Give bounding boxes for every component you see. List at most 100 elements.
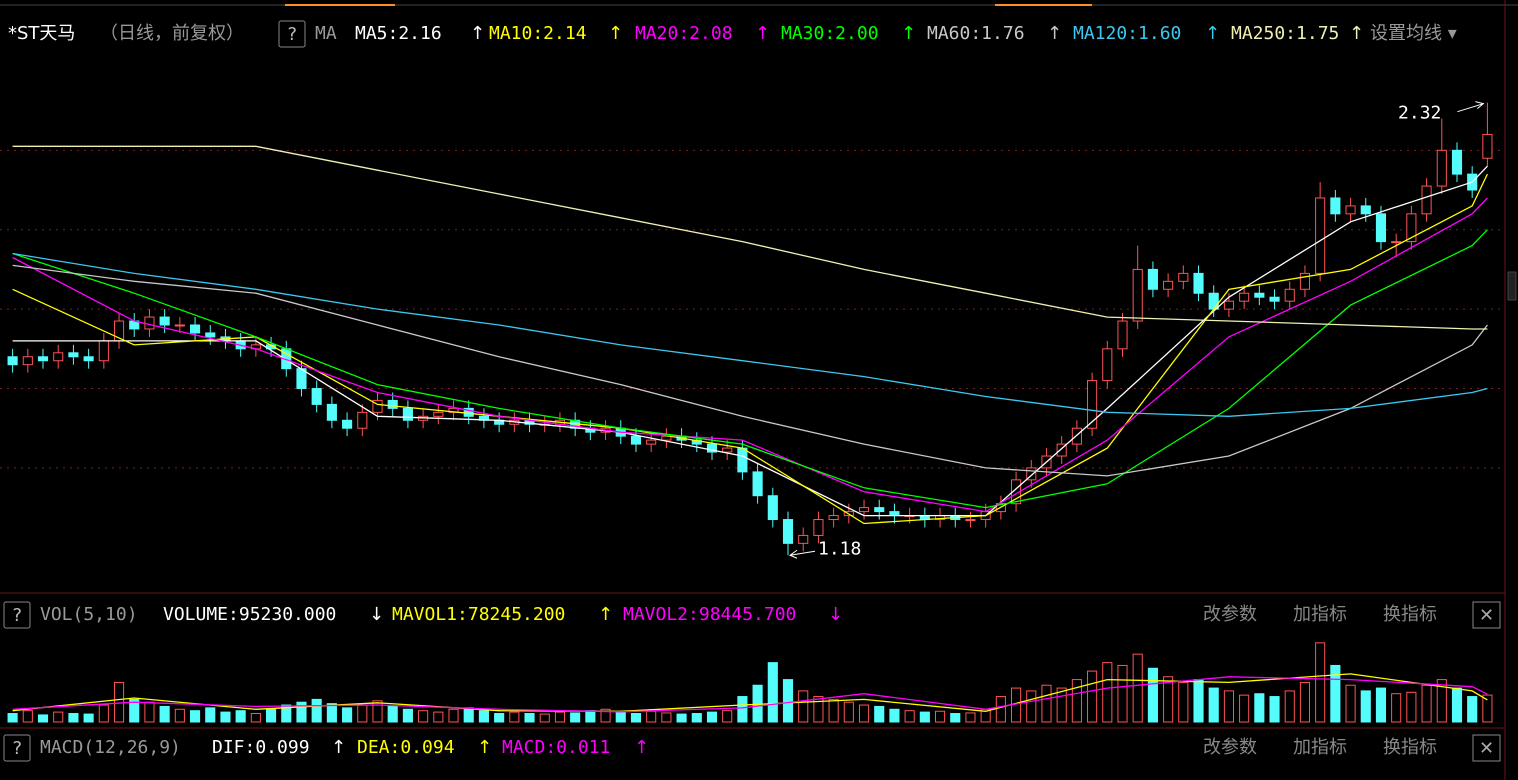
volume-bar [1451,687,1463,723]
trend-arrow: ↑ [608,23,623,44]
candle-body [1360,205,1371,215]
candle-body [311,388,322,405]
candle-body [1345,205,1356,215]
close-button[interactable] [1472,734,1501,762]
min-arrow [788,549,816,559]
volume-bar [250,713,261,723]
volume-bar [874,705,885,723]
legend-entry: MA10:2.14 [489,23,587,44]
volume-bar [1208,687,1219,723]
ma-settings[interactable]: 设置均线 ▾ [1370,23,1457,44]
candle-body [1406,213,1417,243]
legend-entry: MA20:2.08 [635,23,733,44]
panel-button[interactable]: 改参数 [1203,737,1257,758]
trend-arrow: ↓ [828,604,843,625]
volume-bar [524,713,535,723]
trend-arrow: ↑ [1205,23,1220,44]
candle-body [342,419,353,429]
volume-bar [463,707,474,723]
help-button[interactable] [278,20,306,48]
candle-body [828,515,839,521]
candle-body [402,407,413,421]
legend-entry: DEA:0.094 [357,737,455,758]
volume-bar [357,704,368,723]
panel-button[interactable]: 加指标 [1293,737,1347,758]
volume-bar [68,713,79,723]
panel-button[interactable]: 换指标 [1383,604,1437,625]
trend-arrow: ↑ [470,23,485,44]
volume-bar [995,696,1006,723]
candle-body [433,411,444,417]
close-label[interactable]: ✕ [1479,605,1494,626]
scrollbar[interactable] [1507,271,1517,301]
help-button[interactable] [3,601,31,629]
panel-title: MACD(12,26,9) [40,737,181,758]
volume-bar [1163,676,1174,723]
candle-body [1026,467,1037,481]
volume-bar [1345,684,1356,723]
volume-bar [235,710,246,723]
candle-body [205,332,216,338]
candle-body [737,447,748,473]
candle-body [1375,213,1387,243]
volume-bar [1239,694,1250,723]
panel-button[interactable]: 加指标 [1293,604,1347,625]
ma-line [12,673,1488,712]
volume-bar [494,713,505,723]
volume-bar [1330,664,1341,723]
volume-bar [53,711,64,723]
volume-bar [433,711,444,723]
candle-body [1436,149,1447,187]
volume-bar [1375,687,1387,723]
ma-line [12,173,1488,525]
candle-body [1299,272,1311,290]
volume-bar [600,708,611,723]
help-label[interactable]: ? [12,738,23,759]
volume-bar [372,700,383,723]
volume-bar [934,710,946,723]
candle-body [1087,380,1098,429]
candle-body [1117,320,1128,350]
candle-body [7,356,18,366]
panel-button[interactable]: 改参数 [1203,604,1257,625]
candle-body [144,316,155,330]
volume-bar [676,713,687,723]
volume-bar [22,710,33,723]
help-label[interactable]: ? [287,24,298,45]
volume-bar [767,662,778,723]
candle-body [1284,288,1295,302]
volume-bar [706,711,718,723]
volume-bar [266,708,277,723]
title: *ST天马 [8,23,75,44]
volume-bar [1284,690,1295,723]
volume-bar [129,698,140,723]
panel-button[interactable]: 换指标 [1383,737,1437,758]
close-button[interactable] [1472,601,1501,629]
volume-bar [691,713,702,723]
volume-bar [189,710,201,723]
volume-bar [965,712,976,723]
volume-bar [220,711,231,723]
legend-entry: MA60:1.76 [927,23,1025,44]
volume-bar [205,707,216,723]
subtitle: （日线，前复权） [100,23,244,44]
candle-body [53,352,64,362]
trend-arrow: ↑ [1349,23,1364,44]
volume-bar [798,690,809,723]
legend-entry: MA250:1.75 [1231,23,1339,44]
volume-bar [1391,693,1402,723]
ma-label: MA [315,23,337,44]
close-label[interactable]: ✕ [1479,738,1494,759]
candle-body [326,403,337,421]
help-button[interactable] [3,734,31,762]
volume-bar [737,696,748,723]
volume-bar [1223,690,1234,723]
candle-body [874,507,885,513]
volume-bar [159,705,170,723]
volume-bar [387,705,398,723]
ma-line [12,676,1488,713]
panel-title: VOL(5,10) [40,604,138,625]
volume-bar [919,711,930,723]
help-label[interactable]: ? [12,605,23,626]
